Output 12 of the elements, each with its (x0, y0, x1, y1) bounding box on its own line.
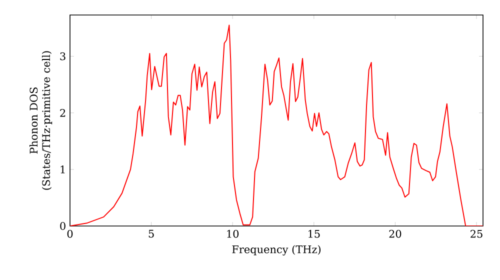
y-tick-label: 1 (60, 166, 65, 174)
x-tick-label: 20 (389, 230, 402, 238)
y-axis-title: Phonon DOS (States/THz·primitive cell) (30, 51, 52, 190)
x-tick-label: 5 (148, 230, 154, 238)
x-tick-label: 15 (308, 230, 320, 238)
y-tick-label: 2 (60, 108, 66, 117)
x-tick-label: 0 (67, 230, 73, 238)
x-tick-label: 10 (227, 230, 239, 238)
x-tick-label: 25 (470, 230, 482, 238)
x-axis-title: Frequency (THz) (232, 245, 321, 256)
y-tick-label: 3 (60, 52, 66, 60)
y-tick-label: 0 (60, 222, 66, 230)
